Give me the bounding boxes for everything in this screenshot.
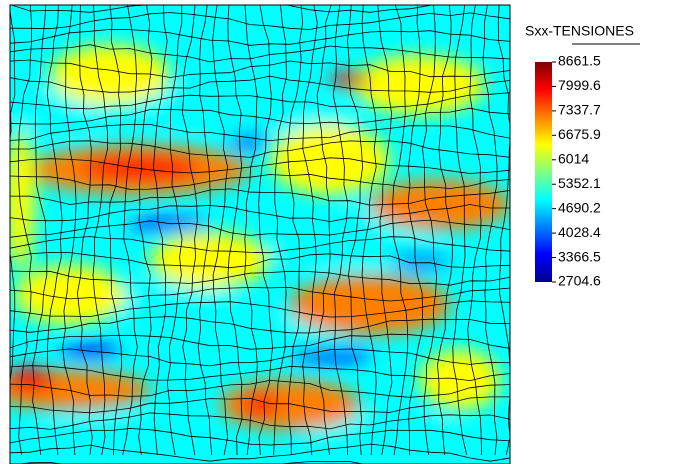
field-blob <box>130 219 210 231</box>
mesh-line <box>62 5 77 456</box>
mesh-line <box>10 124 510 142</box>
mesh-line <box>10 428 510 446</box>
plot-frame <box>9 4 511 464</box>
mesh-line <box>32 5 48 456</box>
field-blob <box>290 349 370 361</box>
colorbar-tick-label: 6014 <box>558 150 589 166</box>
mesh-line <box>166 5 183 456</box>
mesh-line <box>244 5 258 456</box>
mesh-line <box>422 5 438 456</box>
field-blob <box>240 395 280 415</box>
colorbar-tick-label: 4028.4 <box>558 224 601 240</box>
field-blob <box>420 350 500 410</box>
colorbar <box>535 62 552 282</box>
mesh <box>10 5 510 464</box>
mesh-line <box>92 5 108 456</box>
mesh-line <box>10 59 510 78</box>
field-blob <box>10 368 55 392</box>
mesh-line <box>10 379 510 398</box>
mesh-line <box>46 5 63 456</box>
field-blob <box>40 414 200 446</box>
mesh-line <box>497 5 510 456</box>
mesh-line <box>10 251 510 269</box>
mesh-line <box>316 5 332 456</box>
colorbar-tick-label: 7999.6 <box>558 77 601 93</box>
mesh-line <box>392 5 409 456</box>
contour-field <box>10 5 510 464</box>
mesh-line <box>181 5 198 456</box>
mesh-line <box>10 157 510 174</box>
mesh-line <box>10 107 510 125</box>
mesh-line <box>10 28 510 46</box>
field-blob <box>140 315 360 345</box>
colorbar-tick-label: 5352.1 <box>558 175 601 191</box>
colorbar-tick-label: 7337.7 <box>558 102 601 118</box>
field-blob <box>80 156 200 180</box>
mesh-line <box>10 173 510 190</box>
colorbar-tick-label: 4690.2 <box>558 199 601 215</box>
mesh-line <box>10 188 510 206</box>
mesh-line <box>10 412 510 430</box>
mesh-line <box>76 5 93 456</box>
mesh-line <box>10 12 510 30</box>
mesh-line <box>212 5 229 456</box>
mesh-line <box>122 5 138 456</box>
field-blob <box>330 72 370 88</box>
mesh-line <box>258 5 274 456</box>
mesh-line <box>197 5 213 456</box>
field-blob <box>370 180 510 230</box>
field-blob <box>220 380 360 430</box>
field-blob <box>320 285 400 315</box>
mesh-line <box>452 5 468 456</box>
mesh-line <box>10 140 510 158</box>
mesh-line <box>10 300 510 318</box>
mesh-line <box>17 5 33 456</box>
mesh-line <box>10 443 510 462</box>
colorbar-tick-label: 3366.5 <box>558 248 601 264</box>
colorbar-tick-label: 8661.5 <box>558 53 601 69</box>
field-blobs <box>10 45 510 448</box>
mesh-line <box>377 5 393 456</box>
mesh-line <box>227 5 243 456</box>
mesh-line <box>10 286 510 302</box>
mesh-line <box>10 44 510 63</box>
mesh-line <box>10 75 510 93</box>
field-blob <box>120 85 280 125</box>
mesh-line <box>10 92 510 110</box>
mesh-line <box>332 5 349 456</box>
mesh-line <box>287 5 304 456</box>
mesh-line <box>437 5 453 456</box>
mesh-line <box>10 236 510 254</box>
field-blob <box>60 344 120 356</box>
mesh-line <box>153 5 168 456</box>
mesh-line <box>407 5 424 456</box>
colorbar-title: Sxx-TENSIONES <box>525 23 634 39</box>
field-blob <box>150 232 270 288</box>
mesh-line <box>10 333 510 350</box>
mesh-line <box>10 5 433 13</box>
mesh-line <box>138 5 153 456</box>
mesh-line <box>467 5 482 456</box>
mesh-line <box>10 348 510 367</box>
colorbar-tick-label: 6675.9 <box>558 126 601 142</box>
mesh-line <box>10 204 510 223</box>
mesh-line <box>302 5 318 456</box>
mesh-line <box>10 316 510 334</box>
mesh-line <box>10 396 510 414</box>
field-blob <box>270 125 390 195</box>
field-blob <box>80 54 150 90</box>
mesh-line <box>361 5 377 456</box>
mesh-line <box>273 5 287 456</box>
mesh-line <box>347 5 364 456</box>
mesh-line <box>108 5 123 456</box>
mesh-line <box>482 5 498 456</box>
colorbar-tick-label: 2704.6 <box>558 273 601 289</box>
